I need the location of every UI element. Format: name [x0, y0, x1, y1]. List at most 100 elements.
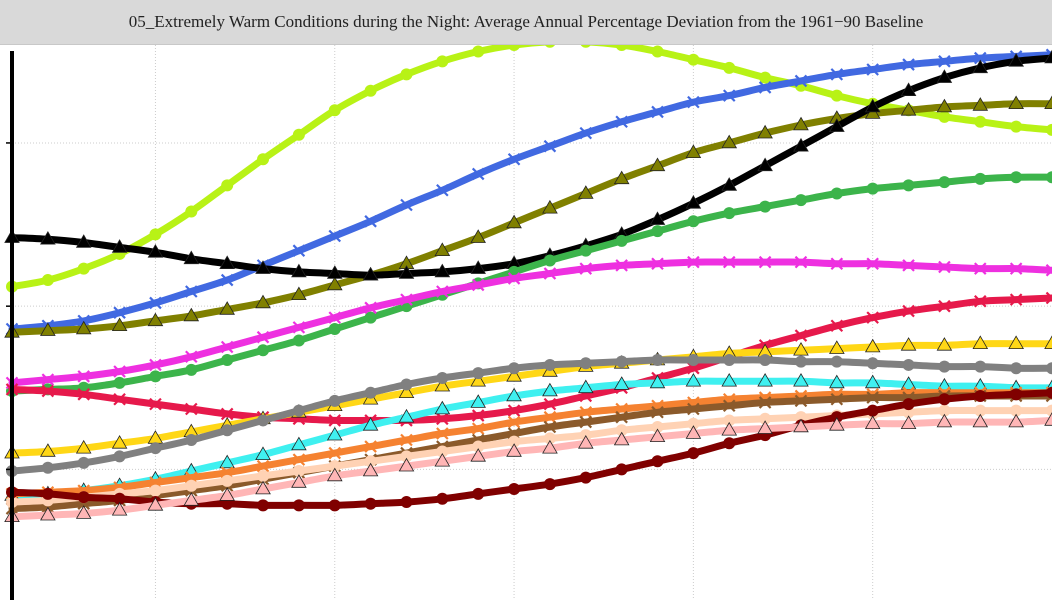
data-point-10-9 [328, 446, 342, 460]
data-point-8-1 [41, 461, 54, 474]
data-point-7-27 [972, 335, 989, 350]
data-point-0-20 [723, 61, 736, 74]
data-point-4-6 [221, 354, 234, 367]
data-point-10-13 [471, 422, 485, 435]
data-point-0-21 [759, 71, 772, 84]
data-point-6-26 [938, 299, 951, 313]
data-point-3-11 [398, 265, 415, 279]
data-point-8-3 [113, 450, 126, 463]
data-point-5-21 [758, 255, 772, 269]
data-point-14-6 [219, 487, 235, 501]
data-point-13-16 [579, 471, 592, 484]
series-line-1 [8, 51, 1052, 333]
data-point-3-28 [1008, 52, 1024, 67]
data-point-8-21 [759, 354, 772, 367]
data-point-0-28 [1010, 120, 1023, 133]
data-point-7-13 [470, 372, 486, 387]
data-point-8-5 [185, 434, 198, 447]
data-point-2-16 [578, 185, 594, 199]
data-point-13-28 [1010, 388, 1023, 401]
data-point-13-13 [472, 487, 485, 500]
data-point-7-11 [398, 384, 415, 399]
data-point-8-16 [579, 357, 592, 370]
data-point-5-7 [256, 330, 270, 344]
data-point-0-23 [830, 89, 843, 102]
data-point-9-14 [506, 387, 522, 402]
data-point-7-14 [506, 368, 522, 382]
data-point-11-22 [794, 394, 808, 408]
data-point-8-24 [866, 357, 879, 370]
data-point-7-3 [111, 434, 128, 449]
data-point-12-21 [759, 412, 772, 425]
data-point-6-15 [543, 397, 557, 411]
data-point-4-3 [113, 376, 126, 389]
data-point-5-2 [77, 370, 91, 383]
data-point-9-22 [793, 373, 809, 387]
data-point-14-5 [183, 492, 200, 506]
data-point-1-10 [364, 215, 377, 228]
data-point-0-5 [185, 205, 198, 218]
data-point-0-16 [580, 45, 591, 48]
data-point-14-17 [613, 431, 630, 446]
data-point-3-6 [219, 255, 235, 270]
data-point-8-15 [543, 358, 556, 371]
data-point-5-17 [615, 259, 628, 272]
data-point-10-14 [507, 415, 521, 429]
data-point-2-7 [255, 294, 271, 309]
data-point-12-5 [185, 479, 198, 492]
data-point-5-9 [328, 311, 342, 324]
data-point-8-17 [615, 355, 628, 368]
data-point-1-27 [973, 51, 987, 65]
data-point-0-29 [1046, 123, 1052, 136]
data-point-13-14 [508, 483, 521, 495]
data-point-11-23 [830, 392, 844, 406]
data-point-7-24 [864, 338, 881, 353]
series-line-6 [8, 294, 1052, 425]
data-point-12-18 [651, 420, 664, 433]
data-point-14-7 [255, 480, 271, 495]
data-point-2-26 [936, 98, 953, 113]
data-point-5-4 [149, 358, 162, 372]
data-point-1-18 [651, 105, 664, 119]
data-point-14-3 [111, 501, 128, 516]
data-point-7-12 [434, 377, 451, 392]
data-point-0-2 [77, 262, 90, 275]
data-point-11-21 [758, 396, 772, 409]
data-point-2-8 [291, 286, 307, 301]
data-point-1-15 [543, 139, 557, 153]
data-point-13-7 [257, 499, 270, 512]
data-point-14-23 [829, 416, 845, 431]
data-point-8-9 [328, 394, 341, 407]
data-point-12-17 [615, 424, 628, 437]
data-point-6-3 [113, 392, 126, 406]
data-point-7-29 [1044, 335, 1052, 350]
data-point-0-7 [257, 153, 270, 166]
data-point-4-10 [364, 311, 377, 324]
data-point-14-14 [506, 443, 522, 457]
data-point-14-1 [40, 506, 56, 521]
data-point-0-18 [651, 45, 664, 58]
data-point-14-26 [936, 413, 953, 428]
data-point-5-26 [938, 260, 951, 274]
data-point-0-6 [221, 179, 234, 192]
data-point-5-13 [471, 278, 485, 292]
data-point-5-16 [579, 262, 593, 275]
data-point-13-24 [866, 404, 879, 417]
data-point-14-21 [757, 420, 773, 434]
data-point-8-23 [830, 355, 843, 368]
data-point-3-7 [255, 260, 271, 274]
data-point-5-19 [687, 255, 700, 269]
data-point-10-11 [400, 433, 413, 447]
data-point-0-27 [974, 115, 987, 128]
data-point-4-27 [974, 172, 987, 185]
data-point-8-2 [77, 456, 90, 469]
data-point-12-7 [257, 469, 270, 482]
data-point-1-11 [400, 198, 413, 212]
data-point-14-13 [470, 448, 486, 462]
axes [6, 51, 14, 600]
data-point-4-28 [1010, 171, 1023, 184]
chart-title: 05_Extremely Warm Conditions during the … [128, 12, 924, 31]
data-point-12-28 [1010, 404, 1023, 417]
data-point-3-20 [721, 177, 738, 191]
